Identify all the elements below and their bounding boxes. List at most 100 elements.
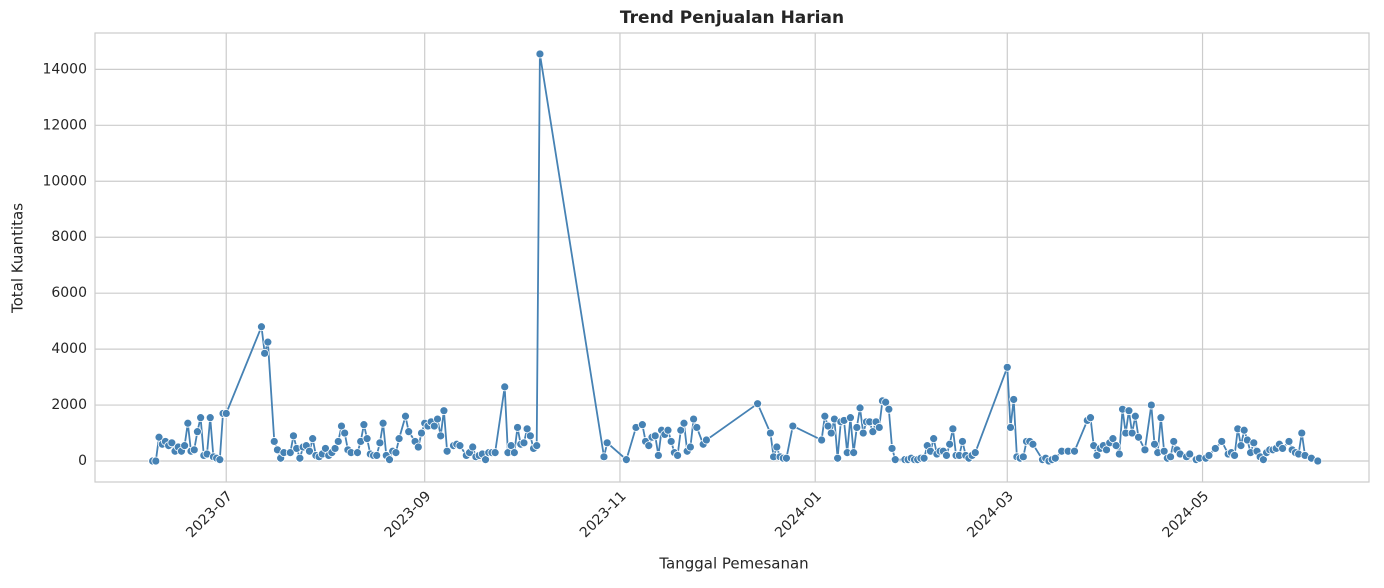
data-point xyxy=(817,435,827,445)
data-point xyxy=(269,437,279,446)
x-tick-label: 2023-11 xyxy=(577,488,630,541)
data-point xyxy=(874,423,884,432)
data-point xyxy=(417,428,426,438)
data-point xyxy=(1114,449,1124,459)
data-point xyxy=(887,444,897,453)
data-point xyxy=(1127,428,1137,438)
data-point xyxy=(413,442,423,452)
data-point xyxy=(826,428,836,438)
data-point xyxy=(820,411,830,421)
data-point xyxy=(970,448,980,458)
y-tick-label: 2000 xyxy=(51,397,87,413)
data-point xyxy=(1185,449,1195,459)
data-point xyxy=(340,428,350,438)
data-point xyxy=(375,438,385,448)
data-point xyxy=(372,451,382,460)
data-point xyxy=(782,453,791,463)
data-point xyxy=(404,427,414,437)
plot-area xyxy=(94,32,1370,483)
y-tick-label: 0 xyxy=(78,453,87,469)
data-point xyxy=(673,451,682,460)
data-point xyxy=(263,337,273,347)
data-point xyxy=(535,49,545,59)
data-point xyxy=(1050,453,1060,463)
data-point xyxy=(1278,444,1287,453)
data-point xyxy=(685,442,695,452)
data-point xyxy=(362,434,372,444)
data-point xyxy=(1086,413,1095,423)
data-point xyxy=(833,453,843,463)
data-point xyxy=(333,437,343,446)
data-point xyxy=(257,322,266,332)
data-point xyxy=(650,431,660,441)
data-point xyxy=(1070,446,1079,456)
data-point xyxy=(1249,438,1259,448)
data-point xyxy=(305,446,314,456)
data-point xyxy=(391,448,401,458)
data-point xyxy=(394,434,404,444)
x-tick-label: 2024-01 xyxy=(772,488,825,541)
data-point xyxy=(663,425,673,435)
data-point xyxy=(846,413,855,423)
data-point xyxy=(849,448,859,458)
data-point xyxy=(442,446,452,456)
x-tick-label: 2024-03 xyxy=(964,488,1017,541)
data-point xyxy=(1217,437,1227,446)
data-point xyxy=(1028,439,1038,449)
data-point xyxy=(919,453,929,463)
data-point xyxy=(958,437,967,446)
data-point xyxy=(692,423,702,432)
data-point xyxy=(890,455,900,465)
data-point xyxy=(183,418,193,428)
data-point xyxy=(490,448,500,458)
data-point xyxy=(378,418,388,428)
y-tick-label: 14000 xyxy=(42,61,87,77)
data-point xyxy=(1236,441,1246,451)
data-point xyxy=(151,456,161,466)
data-point xyxy=(385,455,394,465)
chart-title: Trend Penjualan Harian xyxy=(620,8,844,28)
data-point xyxy=(215,455,225,465)
data-point xyxy=(1210,444,1220,453)
y-tick-label: 4000 xyxy=(51,341,87,357)
data-point xyxy=(167,438,177,448)
data-point xyxy=(1002,362,1012,372)
data-point xyxy=(701,435,711,445)
data-point xyxy=(1204,451,1214,460)
data-point xyxy=(602,438,612,448)
data-point xyxy=(519,438,529,448)
data-point xyxy=(436,431,446,441)
data-point xyxy=(653,451,663,460)
data-point xyxy=(1111,441,1121,451)
data-point xyxy=(353,448,362,458)
x-tick-label: 2024-05 xyxy=(1160,488,1213,541)
data-point xyxy=(1018,452,1028,462)
y-tick-label: 10000 xyxy=(42,173,87,189)
data-point xyxy=(308,434,318,444)
data-point xyxy=(285,448,295,458)
x-tick-label: 2023-07 xyxy=(183,488,236,541)
data-point xyxy=(1169,437,1179,446)
data-point xyxy=(679,418,689,428)
data-point xyxy=(468,442,478,452)
data-point xyxy=(1140,445,1150,455)
data-point xyxy=(868,427,878,437)
data-point xyxy=(359,420,369,430)
data-point xyxy=(513,423,522,432)
data-point xyxy=(433,414,442,424)
y-tick-label: 6000 xyxy=(51,285,87,301)
data-point xyxy=(945,439,955,449)
data-point xyxy=(666,437,676,446)
data-point xyxy=(196,413,206,423)
y-axis-title: Total Kuantitas xyxy=(9,203,27,314)
data-point xyxy=(855,403,865,413)
x-axis-title: Tanggal Pemesanan xyxy=(658,555,808,573)
data-point xyxy=(1150,439,1159,449)
data-point xyxy=(205,413,215,423)
x-tick-label: 2023-09 xyxy=(382,488,435,541)
data-point xyxy=(852,423,862,432)
data-point xyxy=(621,455,631,465)
data-point xyxy=(948,424,958,434)
data-point xyxy=(637,420,647,430)
